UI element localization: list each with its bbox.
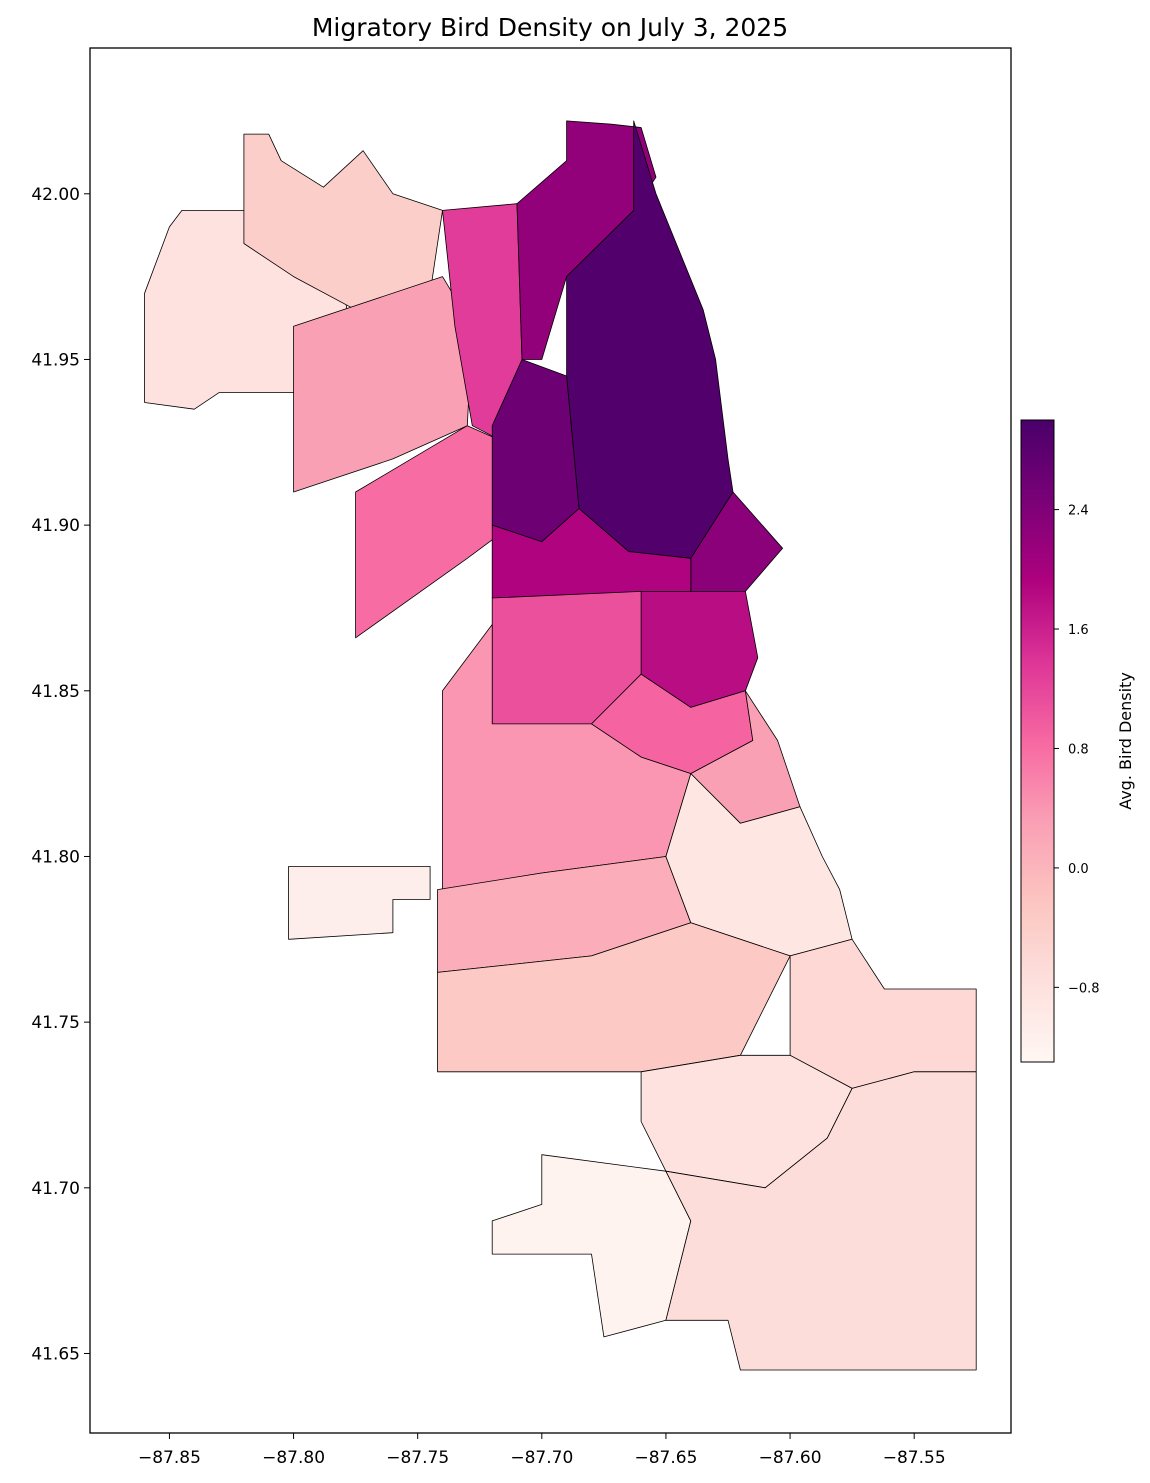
map-regions [144, 120, 977, 1371]
x-tick-label: −87.60 [759, 1448, 822, 1468]
x-tick-label: −87.55 [883, 1448, 946, 1468]
region-beverly-morgan-park [491, 1154, 692, 1338]
colorbar [1020, 419, 1055, 1063]
y-tick-label: 41.85 [31, 682, 80, 702]
region-south-shore [789, 938, 977, 1089]
region-northwest-upper [243, 133, 443, 311]
y-tick-label: 42.00 [31, 185, 80, 205]
x-tick-label: −87.80 [262, 1448, 325, 1468]
chart-title: Migratory Bird Density on July 3, 2025 [312, 13, 788, 42]
x-axis: −87.85 −87.80 −87.75 −87.70 −87.65 −87.60 −87.… [138, 1433, 946, 1468]
y-tick-label: 41.90 [31, 516, 80, 536]
y-axis: 41.65 41.70 41.75 41.80 41.85 41.90 41.95 42.00 [31, 185, 90, 1364]
region-garfield-ridge-west [288, 866, 431, 940]
x-tick-label: −87.85 [138, 1448, 201, 1468]
y-tick-label: 41.80 [31, 847, 80, 867]
x-tick-label: −87.65 [634, 1448, 697, 1468]
colorbar-ticks: −0.8 0.0 0.8 1.6 2.4 [1054, 504, 1100, 996]
colorbar-label: Avg. Bird Density [1116, 672, 1135, 810]
plot-frame [89, 47, 1012, 1434]
y-tick-label: 41.75 [31, 1013, 80, 1033]
colorbar-tick-label: 0.8 [1068, 742, 1089, 757]
region-hyde-park-woodlawn [665, 773, 853, 957]
y-tick-label: 41.95 [31, 350, 80, 370]
colorbar-tick-label: 2.4 [1068, 504, 1089, 519]
region-north-central [516, 120, 657, 360]
x-tick-label: −87.70 [510, 1448, 573, 1468]
region-far-south [665, 1071, 977, 1371]
colorbar-tick-label: 0.0 [1068, 862, 1089, 877]
x-tick-label: −87.75 [386, 1448, 449, 1468]
y-tick-label: 41.65 [31, 1344, 80, 1364]
region-chicago-lawn [437, 922, 791, 1073]
colorbar-tick-label: 1.6 [1068, 623, 1089, 638]
colorbar-tick-label: −0.8 [1068, 981, 1100, 996]
y-tick-label: 41.70 [31, 1179, 80, 1199]
